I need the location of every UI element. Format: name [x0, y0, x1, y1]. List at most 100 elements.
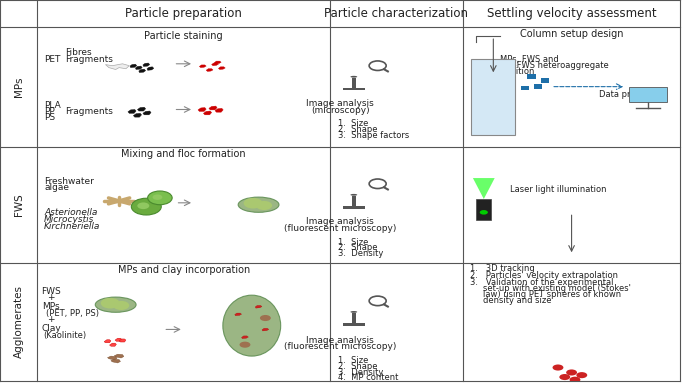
Text: Fibres: Fibres: [64, 48, 91, 57]
Bar: [476, 199, 491, 220]
Polygon shape: [473, 178, 495, 199]
Bar: [351, 77, 356, 88]
FancyBboxPatch shape: [471, 59, 515, 135]
Text: MPs, FWS and: MPs, FWS and: [500, 56, 559, 64]
Text: set-up with existing model (Stokes': set-up with existing model (Stokes': [483, 284, 631, 293]
Text: Asterionella: Asterionella: [45, 208, 97, 217]
Polygon shape: [219, 67, 225, 69]
Polygon shape: [114, 354, 124, 358]
Ellipse shape: [238, 197, 279, 212]
Polygon shape: [256, 306, 262, 308]
Polygon shape: [128, 110, 136, 113]
Text: Agglomerates: Agglomerates: [14, 285, 24, 358]
Text: 3.   Validation of the experimental: 3. Validation of the experimental: [469, 278, 613, 287]
Polygon shape: [235, 313, 242, 316]
Polygon shape: [143, 63, 150, 67]
Text: MPs: MPs: [14, 76, 24, 97]
Text: (microscopy): (microscopy): [311, 106, 369, 115]
Polygon shape: [209, 106, 217, 110]
Polygon shape: [198, 108, 206, 111]
Polygon shape: [215, 108, 223, 112]
Text: (fluorescent microscopy): (fluorescent microscopy): [284, 342, 397, 352]
Circle shape: [137, 203, 149, 209]
Circle shape: [479, 210, 488, 214]
Text: algae: algae: [45, 183, 69, 192]
Text: 3.  Density: 3. Density: [338, 368, 383, 376]
Polygon shape: [206, 69, 213, 71]
Text: 2.   Particles' velocity extrapolation: 2. Particles' velocity extrapolation: [469, 271, 617, 280]
Text: Column setup design: Column setup design: [520, 29, 623, 39]
Circle shape: [132, 198, 161, 215]
Bar: [343, 206, 364, 208]
Bar: [343, 88, 364, 90]
Polygon shape: [143, 111, 151, 115]
Ellipse shape: [351, 76, 358, 78]
Text: 3.  Shape factors: 3. Shape factors: [338, 131, 409, 140]
Circle shape: [569, 376, 580, 383]
Circle shape: [148, 191, 172, 205]
Text: FWS: FWS: [41, 287, 61, 296]
Text: law) using PET spheres of known: law) using PET spheres of known: [483, 290, 621, 299]
Bar: [343, 323, 364, 326]
Text: Particle characterization: Particle characterization: [325, 7, 469, 20]
Polygon shape: [199, 65, 206, 68]
Text: Fragments: Fragments: [64, 56, 112, 64]
Circle shape: [260, 315, 271, 321]
Text: MPs and clay incorporation: MPs and clay incorporation: [118, 265, 250, 275]
Polygon shape: [115, 338, 122, 341]
Ellipse shape: [95, 297, 136, 312]
Polygon shape: [105, 64, 129, 69]
Text: Mixing and floc formation: Mixing and floc formation: [121, 149, 246, 159]
Bar: [527, 74, 536, 79]
Polygon shape: [134, 113, 142, 117]
Text: Microcystis: Microcystis: [45, 215, 95, 224]
Polygon shape: [214, 61, 221, 64]
Polygon shape: [130, 64, 137, 68]
Circle shape: [153, 195, 162, 200]
Text: Settling velocity assessment: Settling velocity assessment: [487, 7, 656, 20]
Text: Image analysis: Image analysis: [306, 217, 374, 226]
Text: Particle staining: Particle staining: [145, 31, 223, 41]
Bar: [521, 86, 529, 90]
Polygon shape: [212, 63, 219, 66]
Text: 3.  Density: 3. Density: [338, 249, 383, 258]
Text: MP–FWS heteroaggregate: MP–FWS heteroaggregate: [500, 61, 609, 70]
Text: Image analysis: Image analysis: [306, 336, 374, 345]
Text: density and size: density and size: [483, 296, 551, 305]
Text: Fragments: Fragments: [64, 107, 112, 116]
Text: addition: addition: [500, 67, 534, 76]
Text: (fluorescent microscopy): (fluorescent microscopy): [284, 224, 397, 233]
Bar: [541, 78, 549, 83]
Polygon shape: [262, 328, 269, 331]
Text: (Kaolinite): (Kaolinite): [43, 331, 86, 340]
Text: PLA: PLA: [45, 101, 61, 110]
Polygon shape: [136, 66, 142, 69]
Circle shape: [576, 372, 587, 378]
Text: 2.  Shape: 2. Shape: [338, 362, 377, 371]
Text: Freshwater: Freshwater: [45, 177, 94, 187]
Text: +: +: [47, 293, 55, 301]
Polygon shape: [111, 359, 121, 363]
Text: 2.  Shape: 2. Shape: [338, 243, 377, 252]
Text: FWS: FWS: [14, 193, 24, 216]
Bar: [534, 84, 543, 88]
Bar: [351, 313, 356, 323]
Circle shape: [553, 365, 564, 371]
Text: 1.   3D tracking: 1. 3D tracking: [469, 264, 534, 273]
Polygon shape: [147, 67, 154, 70]
Polygon shape: [203, 111, 212, 115]
Text: +: +: [47, 316, 55, 324]
Circle shape: [113, 301, 129, 310]
Text: 2.  Shape: 2. Shape: [338, 125, 377, 134]
Text: PP: PP: [45, 107, 55, 116]
Circle shape: [256, 201, 272, 210]
Polygon shape: [242, 336, 249, 339]
Ellipse shape: [351, 311, 358, 313]
FancyBboxPatch shape: [630, 87, 667, 102]
Text: 1.  Size: 1. Size: [338, 356, 368, 365]
Polygon shape: [104, 340, 111, 343]
Circle shape: [566, 370, 577, 375]
Ellipse shape: [223, 295, 281, 356]
Text: Data processing: Data processing: [599, 90, 667, 99]
Text: 1.  Size: 1. Size: [338, 119, 368, 128]
